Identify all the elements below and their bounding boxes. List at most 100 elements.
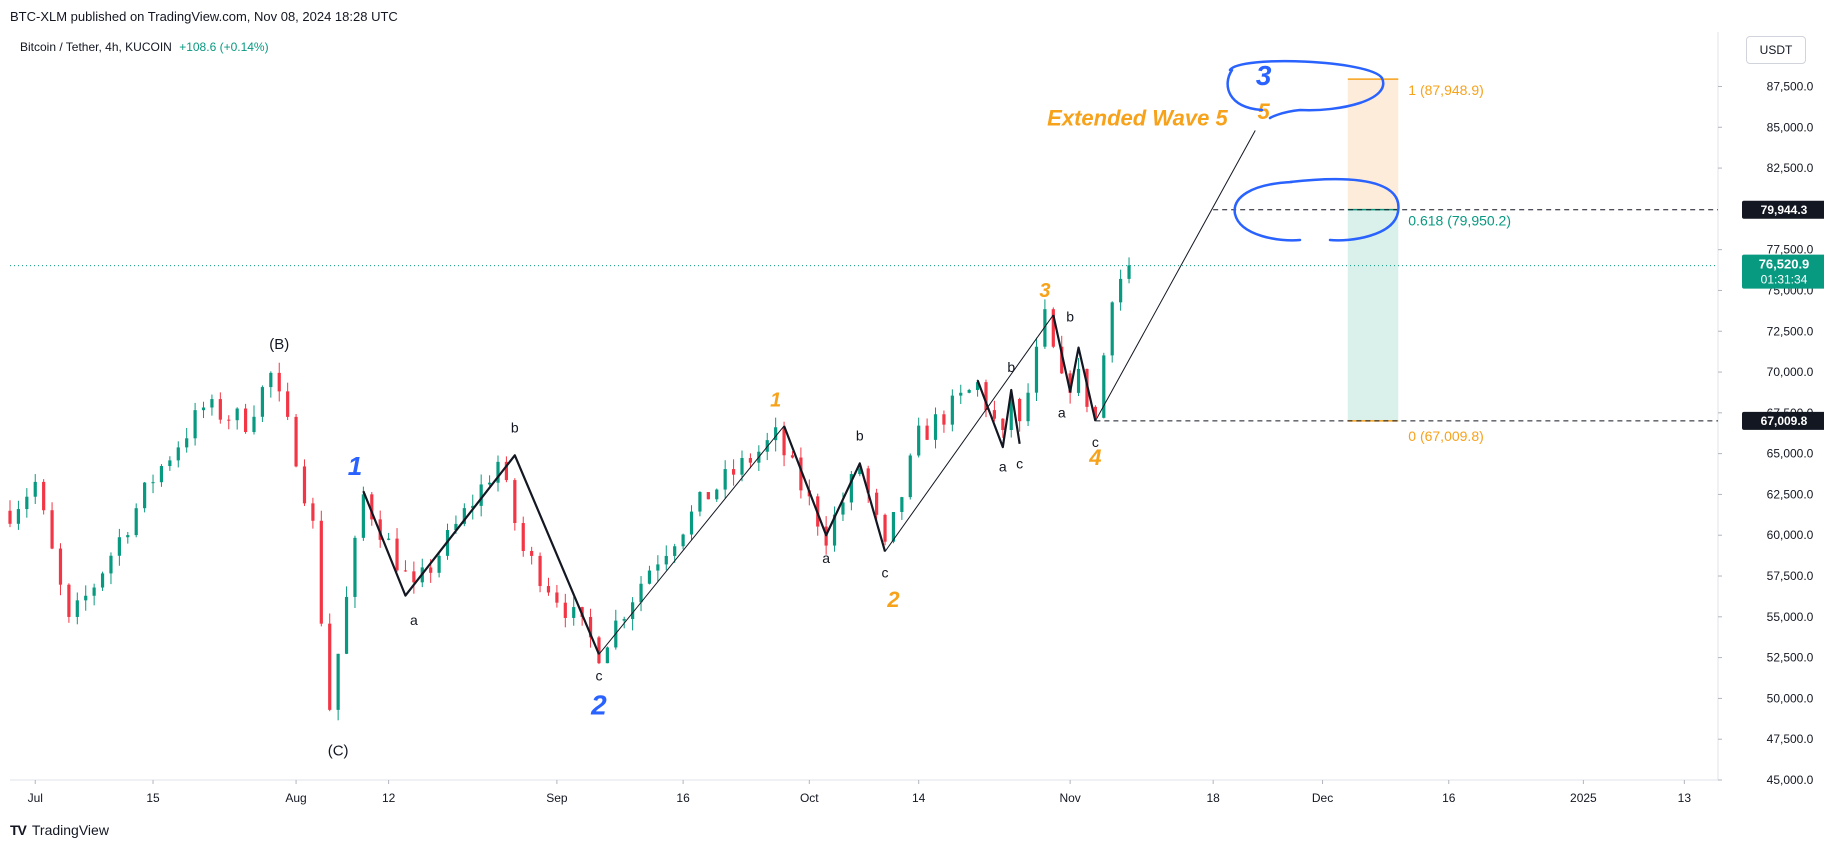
candle-body xyxy=(302,466,307,504)
target-price-tag-label: 79,944.3 xyxy=(1761,203,1808,217)
candle-body xyxy=(429,567,433,573)
fib-zone-lower xyxy=(1347,209,1399,421)
candle-body xyxy=(403,570,408,572)
wave-line xyxy=(598,425,785,655)
candle-body xyxy=(1110,302,1114,356)
candles xyxy=(8,257,1131,721)
candle-body xyxy=(841,502,845,515)
candle-body xyxy=(1051,309,1055,347)
candle-body xyxy=(875,492,879,515)
candle-body xyxy=(143,482,147,509)
x-tick-label: Nov xyxy=(1059,791,1080,805)
candle-body xyxy=(1018,398,1022,422)
publisher-caption: BTC-XLM published on TradingView.com, No… xyxy=(10,9,398,24)
candle-body xyxy=(496,461,500,483)
candle-body xyxy=(731,469,736,475)
candle-body xyxy=(530,550,534,556)
wave-label: 1 xyxy=(348,451,362,481)
y-tick-label: 77,500.0 xyxy=(1767,243,1814,257)
candle-body xyxy=(984,382,988,411)
candle-body xyxy=(168,460,172,467)
x-tick-label: Dec xyxy=(1312,791,1333,805)
y-tick-label: 65,000.0 xyxy=(1767,447,1814,461)
candle-body xyxy=(866,468,870,493)
wave-line xyxy=(884,314,1054,552)
candle-body xyxy=(1001,418,1005,430)
wave-label: a xyxy=(410,612,418,628)
wave-label: 3 xyxy=(1039,280,1050,302)
y-tick-label: 82,500.0 xyxy=(1767,161,1814,175)
candle-body xyxy=(1060,346,1064,374)
x-tick-label: Sep xyxy=(546,791,568,805)
candle-body xyxy=(176,447,180,461)
candle-body xyxy=(900,497,904,512)
x-tick-label: 13 xyxy=(1678,791,1692,805)
candle-body xyxy=(849,474,853,503)
annotation-circle-618 xyxy=(1233,177,1400,242)
candle-body xyxy=(992,410,997,419)
candle-body xyxy=(58,548,63,585)
candle-body xyxy=(933,414,938,440)
candle-body xyxy=(1127,265,1131,279)
candle-body xyxy=(908,455,912,498)
wave-label: 2 xyxy=(886,587,900,612)
candle-body xyxy=(117,537,121,556)
candle-body xyxy=(277,372,281,392)
candle-body xyxy=(656,564,660,571)
candle-body xyxy=(218,399,222,420)
tradingview-logo-icon: TV xyxy=(10,822,27,838)
candle-body xyxy=(252,416,256,433)
candle-body xyxy=(647,570,652,584)
wave-line xyxy=(783,425,887,552)
candle-body xyxy=(748,458,753,463)
wave-label: (C) xyxy=(328,743,349,760)
candle-body xyxy=(774,427,778,441)
candle-body xyxy=(269,372,273,388)
tradingview-footer[interactable]: TV TradingView xyxy=(10,822,109,838)
currency-button[interactable]: USDT xyxy=(1746,36,1806,64)
candle-body xyxy=(378,519,382,540)
candle-body xyxy=(639,583,643,603)
candle-body xyxy=(673,546,677,556)
candle-body xyxy=(950,395,954,425)
candle-body xyxy=(100,573,105,588)
candle-body xyxy=(151,482,155,484)
fib-level-label: 0 (67,009.8) xyxy=(1408,428,1484,444)
wave-label: b xyxy=(1007,359,1015,375)
candle-body xyxy=(572,607,576,618)
candle-body xyxy=(555,592,559,603)
x-tick-label: Oct xyxy=(800,791,819,805)
candle-body xyxy=(1102,355,1106,418)
symbol-legend[interactable]: Bitcoin / Tether, 4h, KUCOIN +108.6 (+0.… xyxy=(20,40,269,54)
candle-body xyxy=(16,509,21,524)
candle-body xyxy=(1026,392,1030,422)
candle-body xyxy=(605,647,609,664)
candle-body xyxy=(126,535,130,538)
wave-label: 4 xyxy=(1088,445,1101,470)
candle-body xyxy=(790,455,795,458)
base-price-tag xyxy=(1742,411,1824,430)
y-tick-label: 85,000.0 xyxy=(1767,120,1814,134)
candle-body xyxy=(50,510,54,549)
candle-body xyxy=(42,481,46,511)
candle-body xyxy=(471,505,475,509)
candle-body xyxy=(159,466,164,483)
wave-line xyxy=(1094,130,1256,422)
base-price-tag-label: 67,009.8 xyxy=(1761,414,1808,428)
candle-body xyxy=(832,514,837,546)
candle-body xyxy=(75,600,79,617)
candle-body xyxy=(546,586,551,593)
candle-body xyxy=(538,555,542,587)
candle-body xyxy=(723,469,727,490)
candle-body xyxy=(243,408,248,433)
candle-body xyxy=(715,489,719,500)
wave-label: Extended Wave 5 xyxy=(1047,106,1228,131)
fib-level-label: 1 (87,948.9) xyxy=(1408,82,1484,98)
wave-label: 1 xyxy=(770,389,781,411)
y-tick-label: 50,000.0 xyxy=(1767,691,1814,705)
candle-body xyxy=(1076,368,1081,393)
candle-body xyxy=(319,520,323,624)
candle-body xyxy=(454,523,458,531)
candle-body xyxy=(294,416,298,467)
